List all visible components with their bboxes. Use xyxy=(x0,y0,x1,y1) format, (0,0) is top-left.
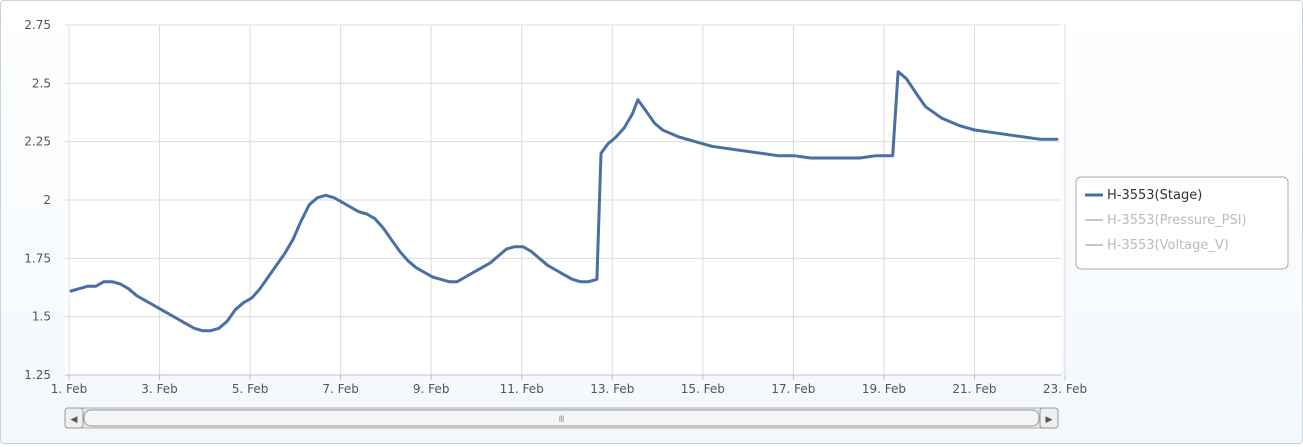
y-tick-label: 1.5 xyxy=(32,310,51,324)
legend-item[interactable]: H-3553(Pressure_PSI) xyxy=(1085,213,1247,228)
x-tick-label: 21. Feb xyxy=(952,382,996,396)
y-tick-label: 2.5 xyxy=(32,76,51,90)
x-tick-label: 9. Feb xyxy=(413,382,450,396)
scrollbar-thumb[interactable] xyxy=(83,409,1040,427)
x-tick-label: 19. Feb xyxy=(862,382,906,396)
range-scrollbar[interactable]: ◀ III ▶ xyxy=(64,407,1059,429)
x-tick-label: 7. Feb xyxy=(322,382,359,396)
y-tick-label: 1.25 xyxy=(24,368,51,382)
x-tick-label: 13. Feb xyxy=(590,382,634,396)
y-tick-label: 2.75 xyxy=(24,18,51,32)
y-tick-label: 1.75 xyxy=(24,251,51,265)
x-axis-ticks: 1. Feb 3. Feb 5. Feb 7. Feb 9. Feb 11. Feb 13.… xyxy=(51,375,1087,396)
x-tick-label: 11. Feb xyxy=(500,382,544,396)
legend-item[interactable]: H-3553(Voltage_V) xyxy=(1085,238,1229,253)
y-tick-label: 2.25 xyxy=(24,135,51,149)
series-lines xyxy=(69,70,1059,333)
x-tick-label: 3. Feb xyxy=(141,382,178,396)
legend-label: H-3553(Stage) xyxy=(1107,188,1202,203)
y-tick-label: 2 xyxy=(43,193,51,207)
legend-box xyxy=(1075,176,1289,270)
scrollbar-right-arrow: ▶ xyxy=(1046,415,1053,425)
series-line xyxy=(69,70,1059,333)
x-tick-label: 15. Feb xyxy=(681,382,725,396)
x-tick-label: 23. Feb xyxy=(1043,382,1087,396)
legend-label: H-3553(Pressure_PSI) xyxy=(1107,213,1247,228)
legend-item[interactable]: H-3553(Stage) xyxy=(1085,188,1202,203)
legend-label: H-3553(Voltage_V) xyxy=(1107,238,1229,253)
x-tick-label: 17. Feb xyxy=(771,382,815,396)
scrollbar-left-arrow: ◀ xyxy=(71,415,78,425)
x-tick-label: 1. Feb xyxy=(51,382,88,396)
legend: H-3553(Stage) H-3553(Pressure_PSI) H-3553(… xyxy=(1075,176,1289,270)
x-tick-label: 5. Feb xyxy=(232,382,269,396)
y-axis-ticks: 1.25 1.5 1.75 2 2.25 2.5 2.75 xyxy=(24,18,51,382)
scrollbar-left-button[interactable] xyxy=(64,407,84,429)
scrollbar-right-button[interactable] xyxy=(1039,407,1059,429)
scrollbar-grip: III xyxy=(559,415,564,425)
